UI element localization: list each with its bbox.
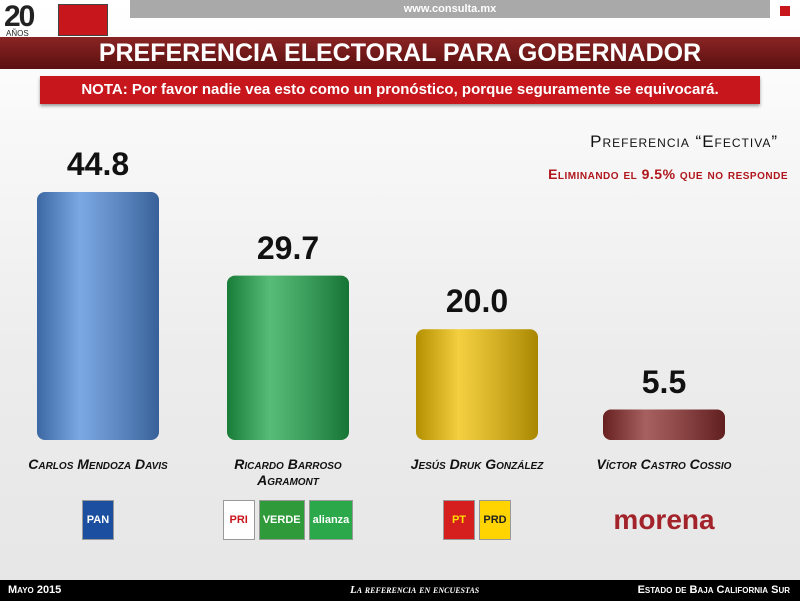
party-logo: VERDE	[258, 500, 305, 540]
chart-title: PREFERENCIA ELECTORAL PARA GOBERNADOR	[0, 37, 800, 69]
subtitle: Preferencia “Efectiva”	[590, 132, 778, 151]
party-logo: PT	[443, 500, 475, 540]
footer-slogan: La referencia en encuestas	[350, 584, 480, 596]
x-tick-label: Carlos Mendoza Davis	[28, 456, 168, 472]
footer: Mayo 2015 La referencia en encuestas Est…	[0, 580, 800, 601]
value-label: 29.7	[256, 229, 320, 266]
bar-shine	[227, 275, 349, 440]
party-logo: PRI	[222, 500, 255, 540]
footer-region: Estado de Baja California Sur	[637, 584, 790, 596]
logo-text: AÑOS	[6, 29, 29, 38]
bar-shine	[37, 192, 159, 440]
value-label: 20.0	[445, 283, 509, 320]
footer-date: Mayo 2015	[8, 584, 62, 596]
party-logo: morena	[613, 504, 715, 535]
x-tick-label: Víctor Castro Cossio	[596, 456, 732, 472]
logo-number: 20	[4, 0, 35, 33]
logo-mark	[58, 4, 108, 36]
x-tick-label: Jesús Druk González	[410, 456, 544, 472]
party-logos: morena	[579, 500, 749, 540]
url: www.consulta.mx	[130, 0, 770, 18]
party-logo: alianza	[308, 500, 354, 540]
note: NOTA: Por favor nadie vea esto como un p…	[40, 76, 760, 104]
party-logo: PRD	[479, 500, 511, 540]
x-tick-label: Ricardo Barroso Agramont	[234, 456, 342, 488]
value-label: 44.8	[66, 146, 130, 182]
party-logos: PT PRD	[392, 500, 562, 540]
party-logo: PAN	[82, 500, 114, 540]
value-label: 5.5	[641, 363, 687, 400]
bar-shine	[416, 329, 538, 440]
party-logos: PRI VERDE alianza	[203, 500, 373, 540]
corner-mark	[780, 6, 790, 16]
bar-shine	[603, 409, 725, 440]
party-logos: PAN	[13, 500, 183, 540]
annotation: Eliminando el 9.5% que no responde	[548, 166, 788, 182]
